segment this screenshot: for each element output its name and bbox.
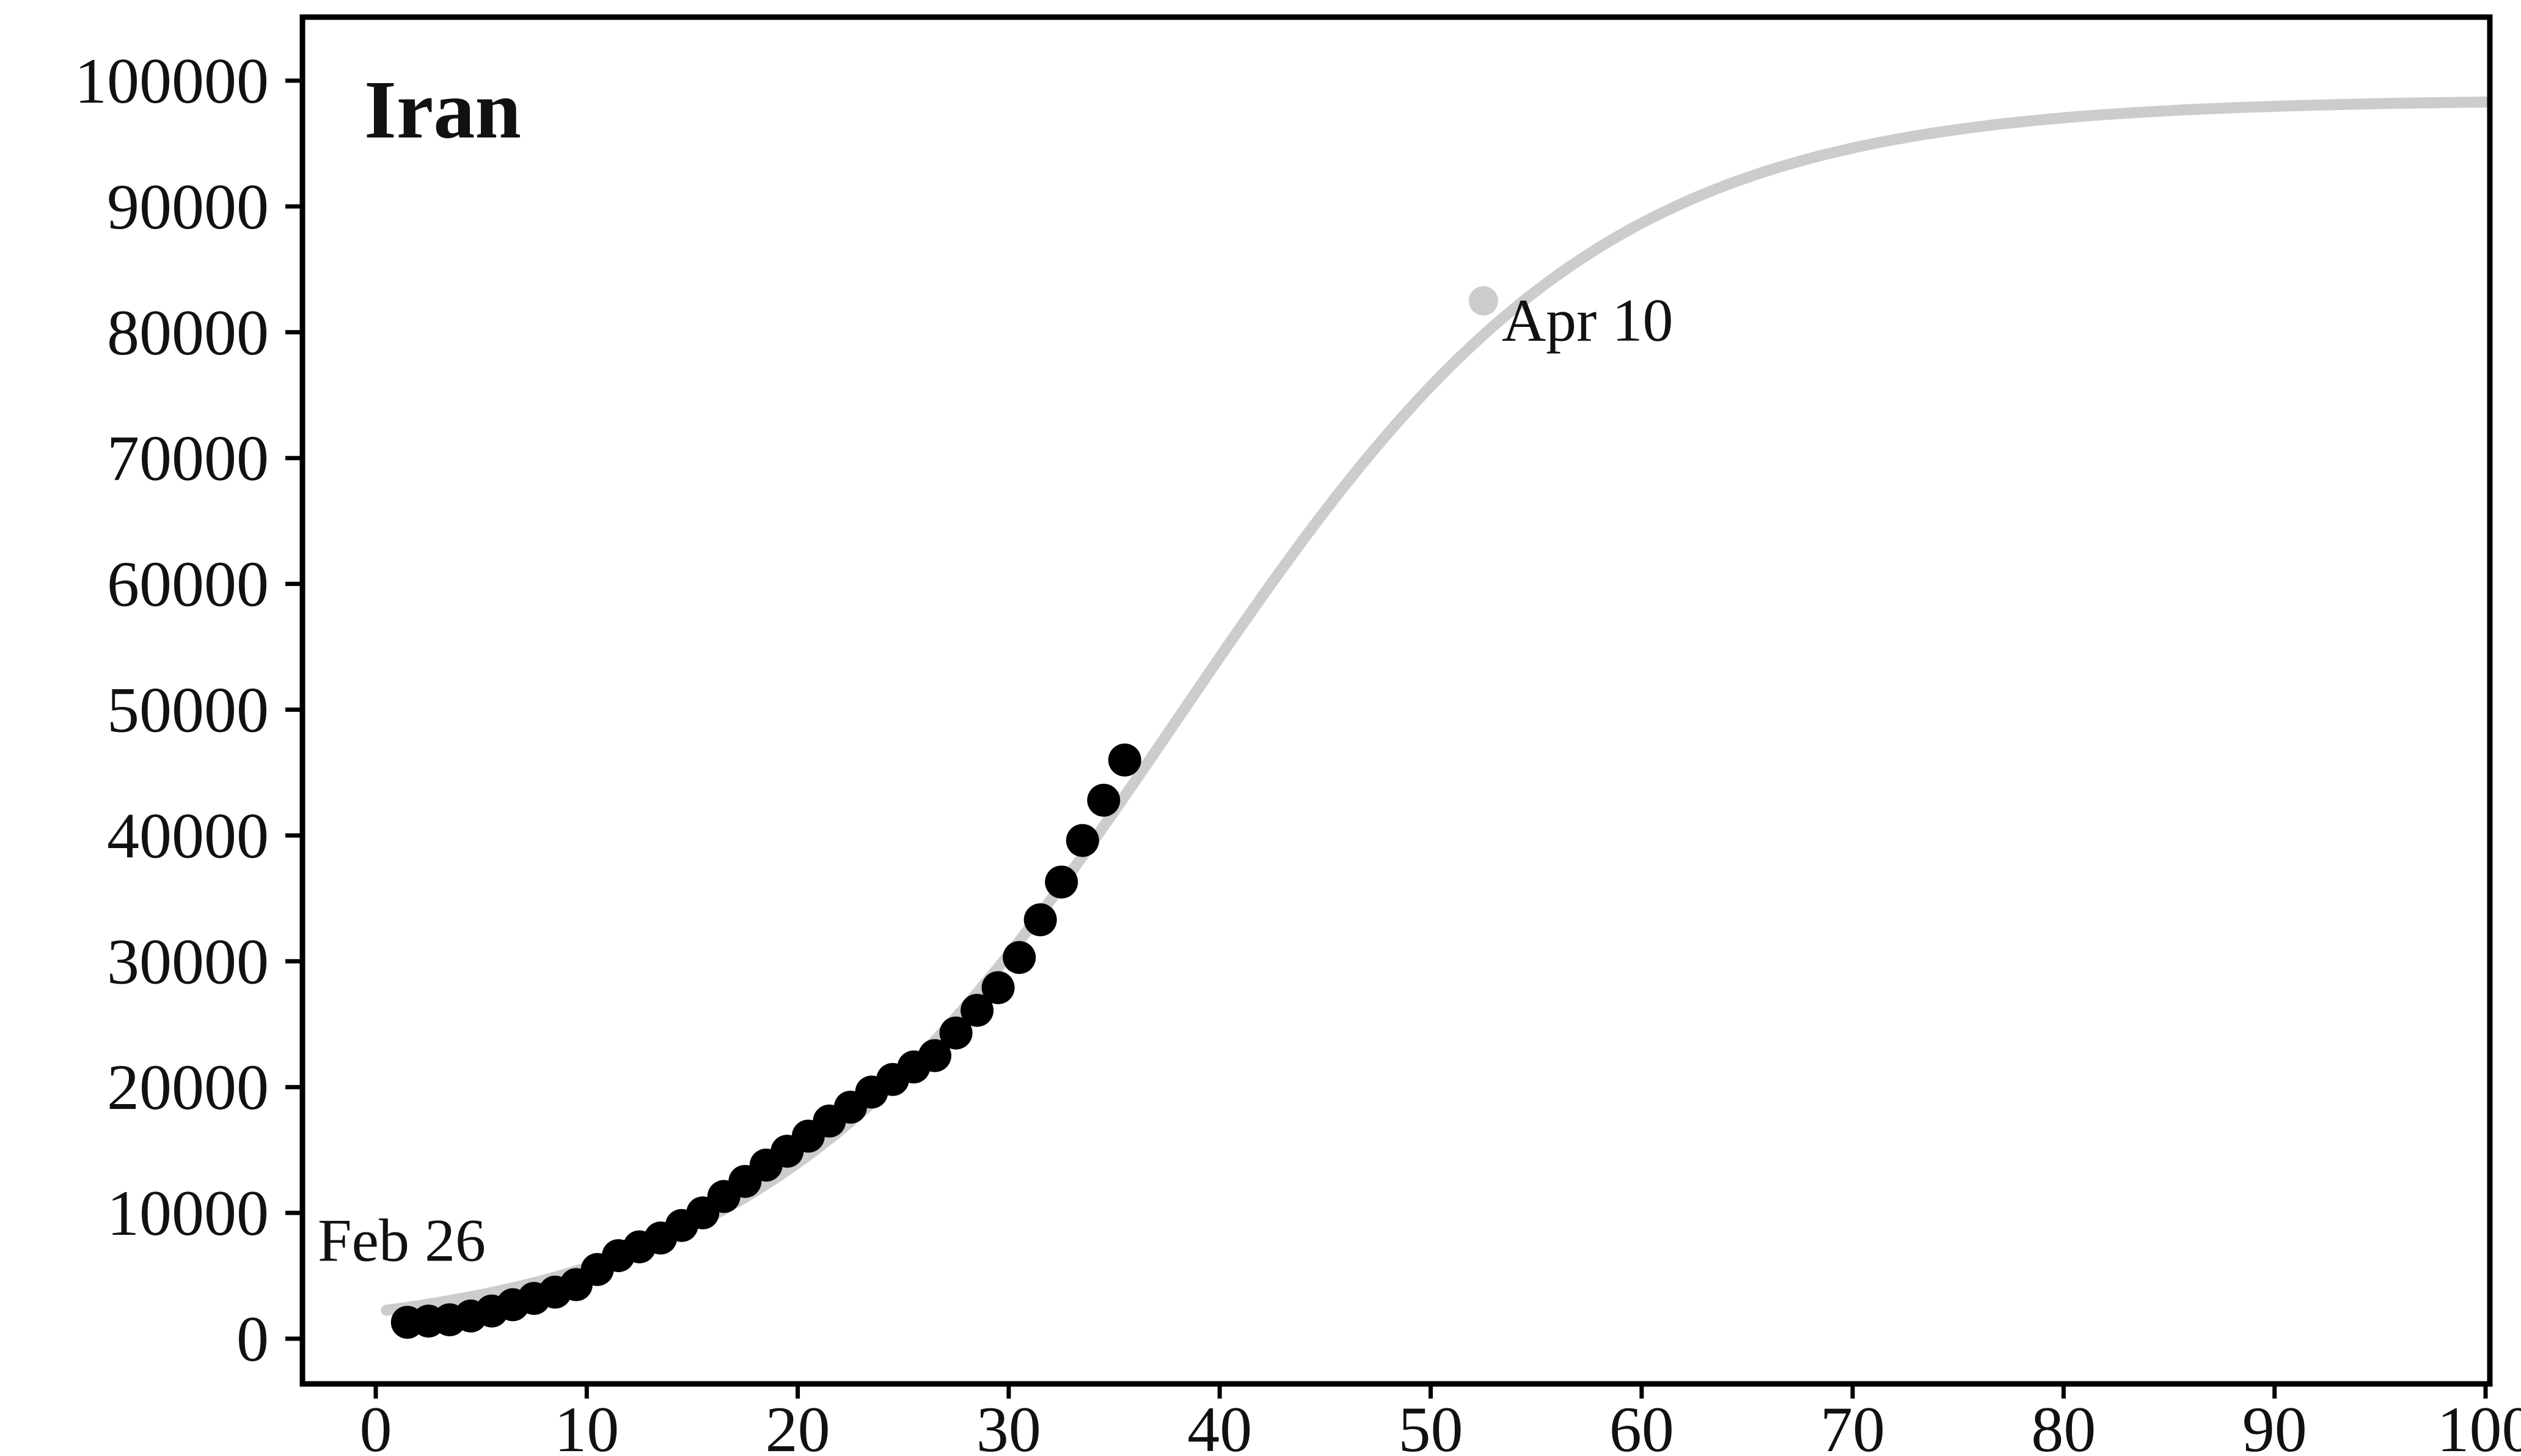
data-point [1066, 824, 1099, 857]
y-tick-label: 100000 [75, 45, 269, 117]
x-tick-label: 50 [1399, 1394, 1463, 1456]
annotation-label: Feb 26 [318, 1206, 486, 1274]
x-tick-label: 20 [766, 1394, 830, 1456]
x-tick-label: 10 [554, 1394, 619, 1456]
x-tick-label: 100 [2437, 1394, 2521, 1456]
x-tick-label: 90 [2242, 1394, 2307, 1456]
y-tick-label: 0 [236, 1303, 269, 1375]
x-tick-label: 70 [1820, 1394, 1885, 1456]
x-tick-label: 30 [976, 1394, 1041, 1456]
annotation-label: Apr 10 [1502, 286, 1674, 354]
y-tick-label: 70000 [107, 423, 269, 494]
data-points-layer [390, 743, 1141, 1339]
data-point [981, 971, 1015, 1004]
data-point [1108, 743, 1141, 777]
y-tick-label: 40000 [107, 800, 269, 871]
plot-frame [299, 14, 2493, 1387]
x-tick-label: 0 [360, 1394, 392, 1456]
data-point [1023, 903, 1057, 937]
y-tick-label: 30000 [107, 926, 269, 997]
y-tick-label: 80000 [107, 297, 269, 368]
annotation-marker [1468, 286, 1498, 316]
y-tick-label: 60000 [107, 549, 269, 620]
x-tick-label: 80 [2031, 1394, 2096, 1456]
data-point [1003, 941, 1036, 975]
y-tick-label: 20000 [107, 1052, 269, 1123]
data-point [960, 993, 994, 1027]
x-tick-label: 60 [1609, 1394, 1674, 1456]
data-point [939, 1016, 973, 1050]
data-point [1045, 865, 1078, 899]
y-tick-label: 10000 [107, 1177, 269, 1249]
chart-title: Iran [364, 64, 521, 156]
data-point [1087, 783, 1121, 817]
y-tick-label: 50000 [107, 675, 269, 746]
data-point [918, 1039, 951, 1072]
x-tick-label: 40 [1187, 1394, 1252, 1456]
annotations-layer: Feb 26 Apr 10 [318, 286, 1673, 1274]
axes-layer: 0 10000 20000 30000 40000 50000 60000 70000 8000… [75, 45, 2521, 1456]
y-tick-label: 90000 [107, 171, 269, 243]
